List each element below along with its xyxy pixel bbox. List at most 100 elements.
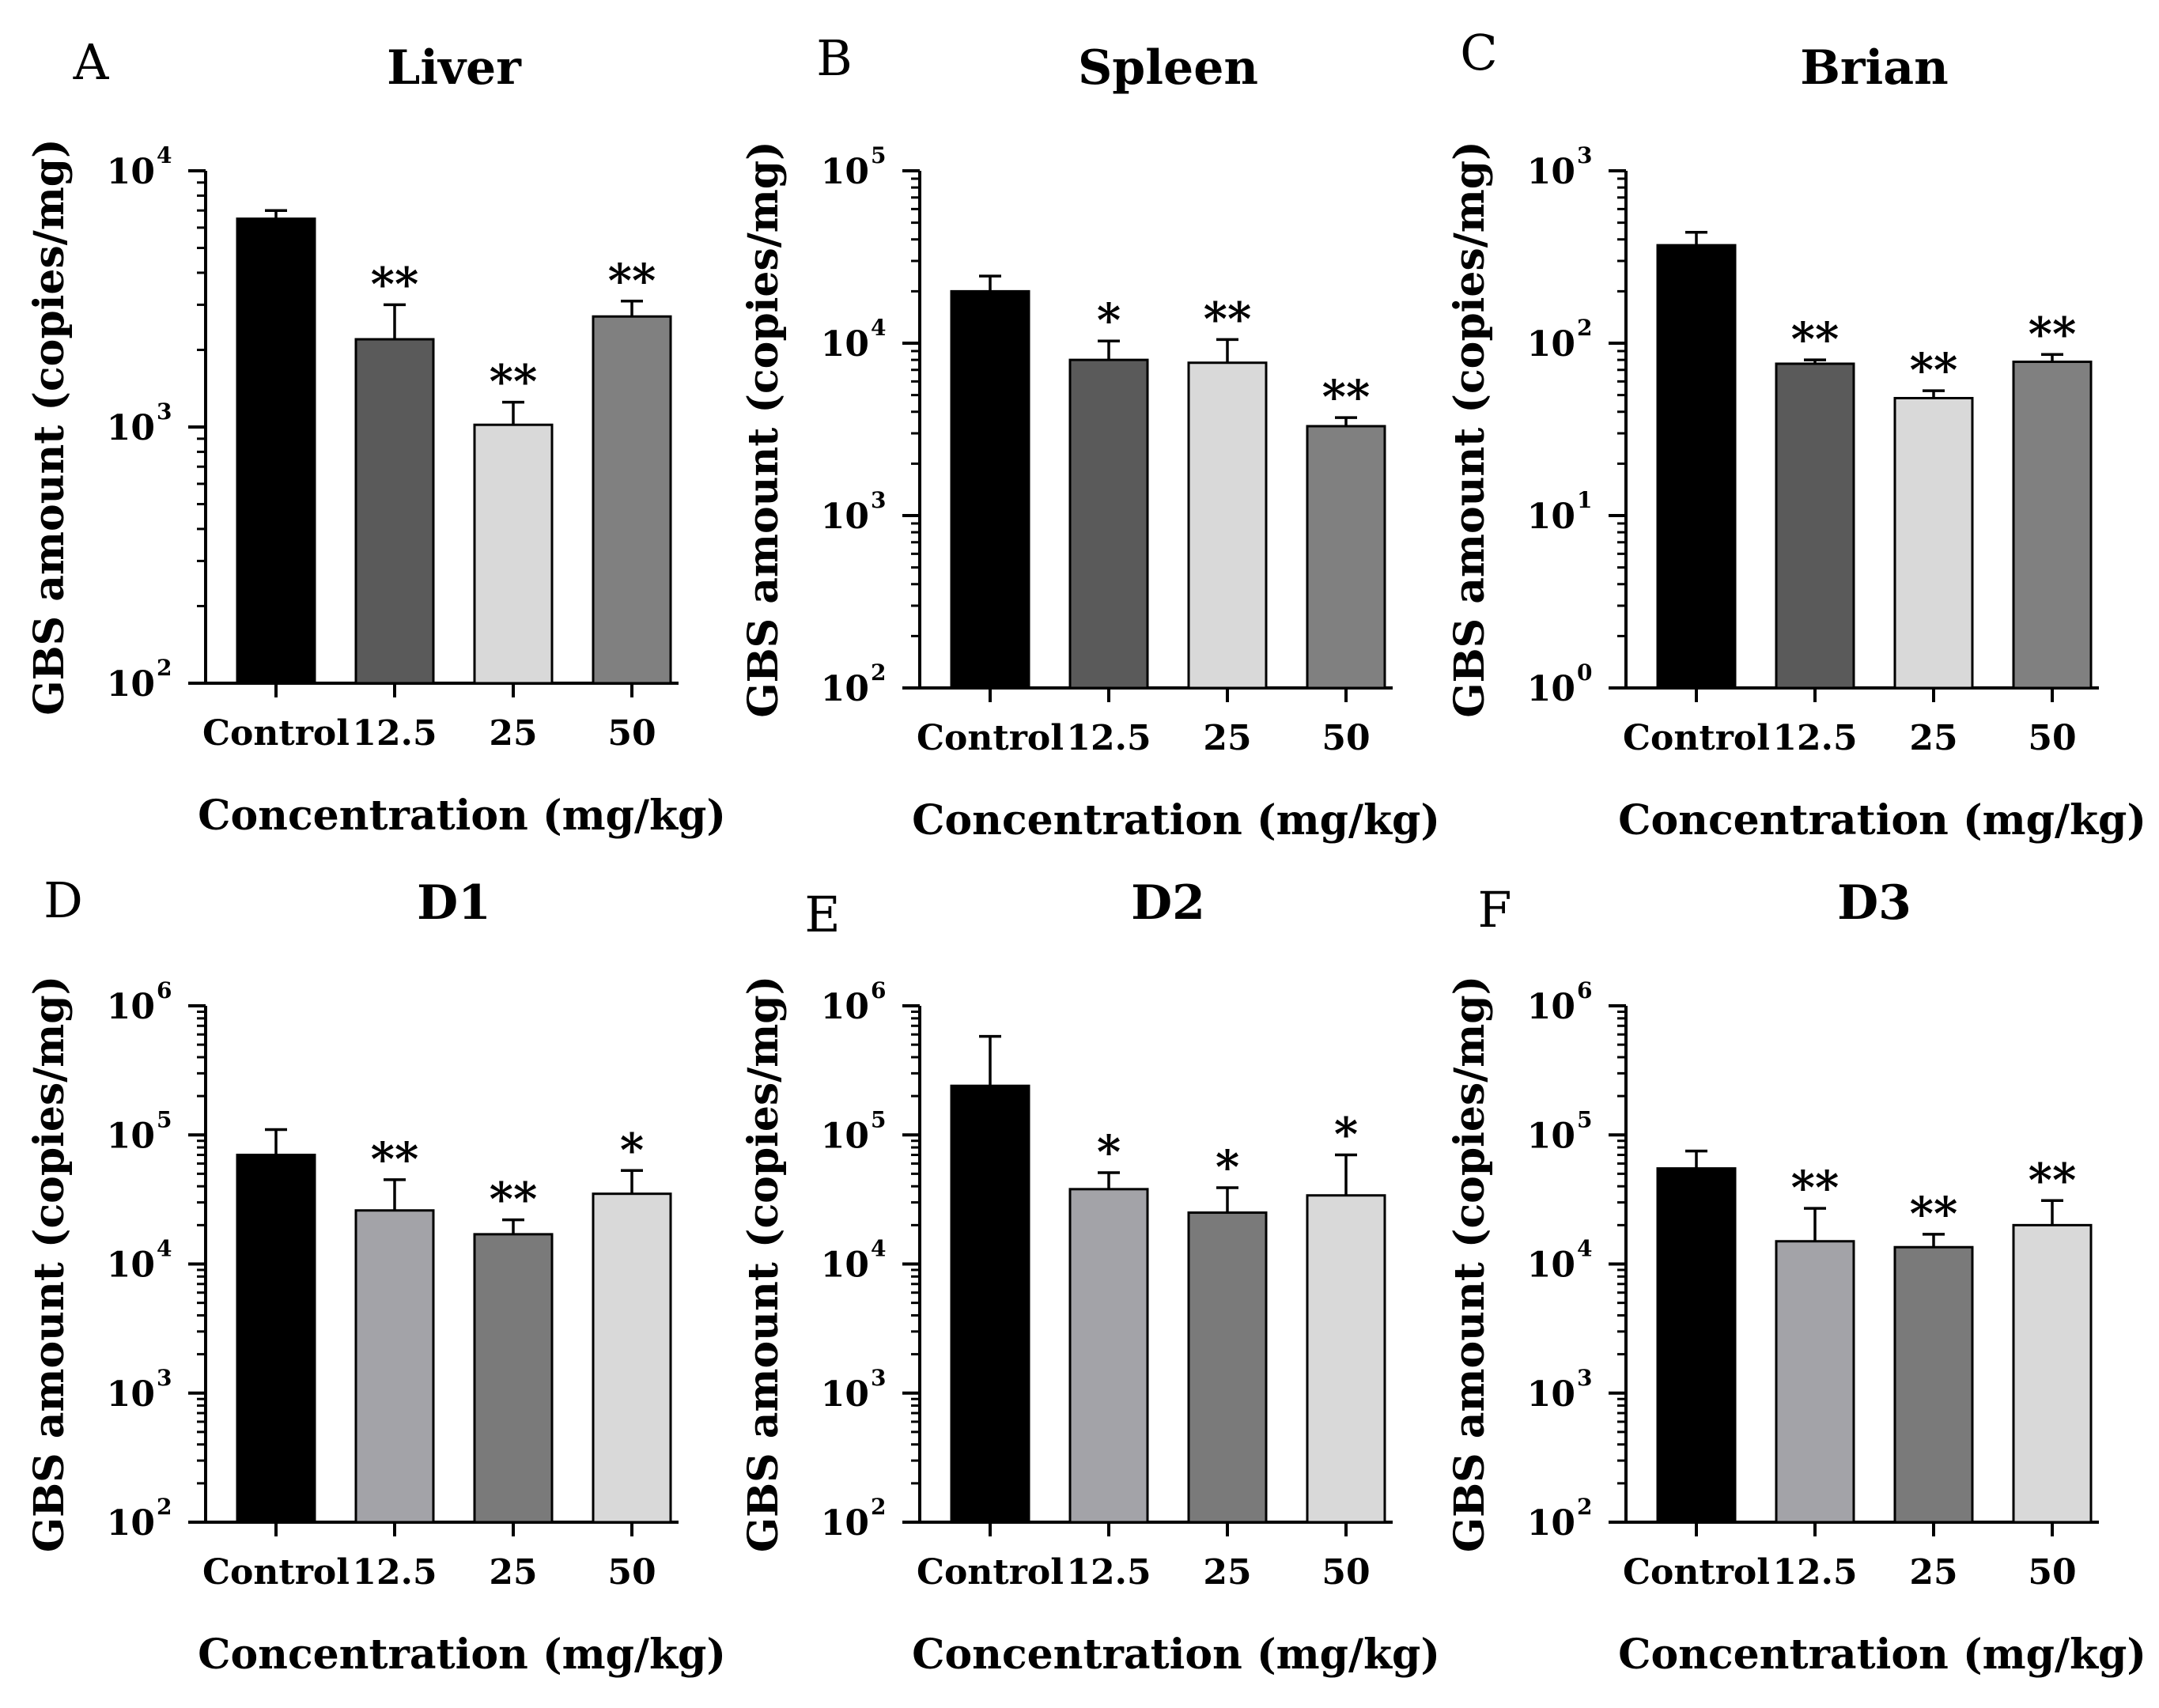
category-label: 25 bbox=[489, 1552, 537, 1593]
category-label: 25 bbox=[1909, 1552, 1957, 1593]
bar bbox=[950, 1084, 1030, 1524]
significance-marker: ** bbox=[1791, 1161, 1839, 1215]
y-tick-exponent: 2 bbox=[871, 659, 886, 686]
y-tick-exponent: 3 bbox=[871, 1365, 886, 1391]
y-tick-exponent: 6 bbox=[157, 977, 172, 1003]
category-label: 50 bbox=[1321, 1552, 1370, 1593]
y-tick-label: 10 bbox=[107, 1116, 155, 1156]
y-tick-exponent: 3 bbox=[157, 1365, 172, 1391]
y-tick-exponent: 4 bbox=[871, 1236, 886, 1262]
y-tick-exponent: 4 bbox=[1577, 1236, 1592, 1262]
y-tick-exponent: 5 bbox=[1577, 1106, 1592, 1132]
panel-letter: D bbox=[43, 871, 83, 929]
category-label: Control bbox=[917, 1552, 1064, 1593]
category-label: 12.5 bbox=[352, 713, 437, 754]
y-tick-label: 10 bbox=[1527, 1374, 1575, 1415]
category-label: 12.5 bbox=[1066, 718, 1151, 758]
bar bbox=[473, 423, 554, 685]
bar bbox=[592, 1192, 672, 1524]
category-label: 25 bbox=[1203, 1552, 1251, 1593]
y-tick-label: 10 bbox=[821, 1245, 869, 1286]
panel-letter: E bbox=[804, 886, 840, 943]
y-tick-label: 10 bbox=[821, 152, 869, 192]
category-label: 50 bbox=[607, 1552, 656, 1593]
x-axis-label: Concentration (mg/kg) bbox=[198, 792, 726, 840]
significance-marker: ** bbox=[2029, 1153, 2077, 1207]
significance-marker: ** bbox=[490, 1173, 538, 1226]
chart-title: Brian bbox=[1800, 40, 1949, 96]
x-axis-label: Concentration (mg/kg) bbox=[198, 1631, 726, 1679]
category-label: 50 bbox=[1321, 718, 1370, 758]
significance-marker: * bbox=[1216, 1140, 1239, 1194]
y-tick-label: 10 bbox=[107, 1245, 155, 1286]
category-label: Control bbox=[917, 718, 1064, 758]
y-tick-label: 10 bbox=[107, 408, 155, 448]
y-axis-label: GBS amount (copies/mg) bbox=[739, 141, 788, 718]
significance-marker: ** bbox=[371, 1132, 419, 1186]
x-axis-label: Concentration (mg/kg) bbox=[1618, 796, 2146, 845]
y-tick-label: 10 bbox=[821, 324, 869, 365]
y-tick-exponent: 5 bbox=[871, 1106, 886, 1132]
bar bbox=[1187, 361, 1268, 690]
bar bbox=[1187, 1211, 1268, 1524]
y-tick-label: 10 bbox=[821, 497, 869, 537]
y-tick-label: 10 bbox=[1527, 1503, 1575, 1544]
y-tick-label: 10 bbox=[821, 1503, 869, 1544]
bar bbox=[1893, 1245, 1974, 1524]
significance-marker: * bbox=[1334, 1108, 1358, 1162]
chart-title: D3 bbox=[1837, 875, 1911, 931]
bar bbox=[1068, 1188, 1149, 1524]
panel-letter: B bbox=[816, 29, 853, 87]
chart-title: Spleen bbox=[1078, 40, 1258, 96]
panel-letter: C bbox=[1460, 24, 1497, 81]
y-tick-label: 10 bbox=[821, 987, 869, 1027]
y-tick-label: 10 bbox=[821, 1374, 869, 1415]
bar bbox=[1306, 1194, 1386, 1524]
category-label: 12.5 bbox=[352, 1552, 437, 1593]
y-tick-label: 10 bbox=[821, 669, 869, 709]
y-tick-exponent: 2 bbox=[157, 1494, 172, 1520]
bar bbox=[473, 1233, 554, 1524]
bar bbox=[1068, 358, 1149, 690]
category-label: 25 bbox=[1203, 718, 1251, 758]
y-axis-label: GBS amount (copies/mg) bbox=[25, 976, 74, 1553]
bar bbox=[1656, 1167, 1737, 1524]
panel-letter: F bbox=[1477, 881, 1511, 939]
category-label: 50 bbox=[607, 713, 656, 754]
bar bbox=[1775, 362, 1855, 690]
y-tick-label: 10 bbox=[1527, 669, 1575, 709]
significance-marker: ** bbox=[1910, 1187, 1958, 1241]
bar bbox=[236, 217, 316, 685]
bar bbox=[236, 1154, 316, 1524]
y-tick-exponent: 0 bbox=[1577, 659, 1592, 686]
category-label: Control bbox=[202, 1552, 350, 1593]
y-tick-label: 10 bbox=[1527, 1116, 1575, 1156]
significance-marker: ** bbox=[608, 254, 656, 308]
y-tick-exponent: 4 bbox=[157, 142, 172, 168]
y-tick-exponent: 1 bbox=[1577, 487, 1592, 513]
bar bbox=[592, 315, 672, 685]
category-label: Control bbox=[202, 713, 350, 754]
y-tick-exponent: 2 bbox=[157, 655, 172, 681]
bar bbox=[1306, 425, 1386, 690]
category-label: 12.5 bbox=[1772, 1552, 1857, 1593]
y-tick-exponent: 3 bbox=[1577, 1365, 1592, 1391]
chart-title: D2 bbox=[1131, 875, 1205, 931]
significance-marker: ** bbox=[1322, 370, 1371, 424]
category-label: 12.5 bbox=[1772, 718, 1857, 758]
y-tick-label: 10 bbox=[107, 152, 155, 192]
bar bbox=[354, 338, 435, 685]
bar bbox=[950, 289, 1030, 690]
y-axis-label: GBS amount (copies/mg) bbox=[739, 976, 788, 1553]
y-tick-exponent: 2 bbox=[1577, 315, 1592, 341]
chart-title: D1 bbox=[417, 875, 491, 931]
category-label: 12.5 bbox=[1066, 1552, 1151, 1593]
significance-marker: ** bbox=[490, 355, 538, 409]
y-tick-exponent: 3 bbox=[157, 399, 172, 425]
y-axis-label: GBS amount (copies/mg) bbox=[25, 138, 74, 716]
